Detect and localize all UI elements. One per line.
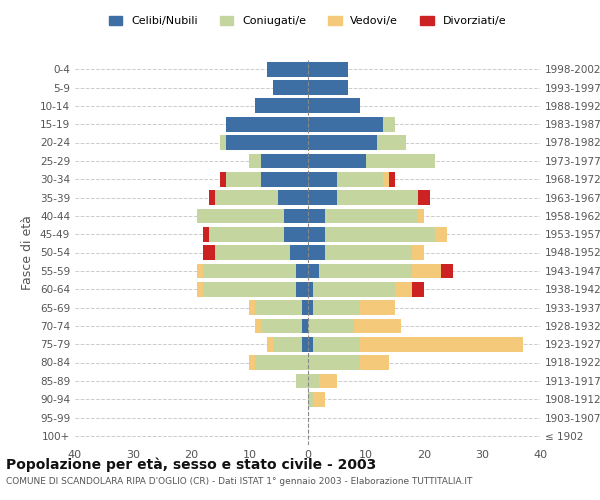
Bar — [215, 245, 290, 260]
Bar — [308, 264, 319, 278]
Bar — [325, 208, 418, 223]
Bar — [308, 62, 348, 76]
Bar — [337, 172, 383, 186]
Bar — [226, 117, 308, 132]
Bar — [284, 227, 308, 242]
Bar — [337, 190, 418, 205]
Bar — [255, 318, 261, 333]
Bar — [290, 245, 308, 260]
Bar — [308, 190, 337, 205]
Bar — [383, 172, 389, 186]
Bar — [395, 282, 412, 296]
Bar — [250, 300, 255, 315]
Bar — [197, 208, 284, 223]
Bar — [308, 318, 354, 333]
Bar — [360, 355, 389, 370]
Bar — [308, 80, 348, 95]
Bar — [308, 245, 325, 260]
Bar — [215, 190, 278, 205]
Bar — [284, 208, 308, 223]
Bar — [226, 135, 308, 150]
Bar — [203, 245, 215, 260]
Bar — [308, 172, 337, 186]
Bar — [272, 337, 302, 351]
Bar — [302, 337, 308, 351]
Bar — [272, 80, 308, 95]
Bar — [313, 392, 325, 406]
Bar — [441, 264, 453, 278]
Bar — [203, 282, 296, 296]
Bar — [308, 392, 313, 406]
Bar — [261, 172, 308, 186]
Bar — [308, 98, 360, 113]
Bar — [360, 337, 523, 351]
Bar — [313, 337, 360, 351]
Bar — [313, 300, 360, 315]
Bar — [267, 62, 308, 76]
Bar — [308, 355, 360, 370]
Y-axis label: Fasce di età: Fasce di età — [22, 215, 34, 290]
Bar — [389, 172, 395, 186]
Bar — [377, 135, 406, 150]
Bar — [418, 208, 424, 223]
Bar — [209, 190, 215, 205]
Text: COMUNE DI SCANDOLARA RIPA D'OGLIO (CR) - Dati ISTAT 1° gennaio 2003 - Elaborazio: COMUNE DI SCANDOLARA RIPA D'OGLIO (CR) -… — [6, 478, 472, 486]
Bar — [325, 245, 412, 260]
Bar — [308, 337, 313, 351]
Bar — [383, 117, 395, 132]
Bar — [296, 264, 308, 278]
Bar — [255, 98, 308, 113]
Bar — [418, 190, 430, 205]
Bar — [203, 227, 209, 242]
Bar — [308, 135, 377, 150]
Bar — [308, 154, 365, 168]
Bar — [261, 318, 302, 333]
Bar — [296, 282, 308, 296]
Bar — [209, 227, 284, 242]
Bar — [308, 300, 313, 315]
Bar — [319, 264, 412, 278]
Bar — [203, 264, 296, 278]
Bar — [278, 190, 308, 205]
Bar — [197, 264, 203, 278]
Bar — [313, 282, 395, 296]
Bar — [436, 227, 447, 242]
Bar — [197, 282, 203, 296]
Bar — [296, 374, 308, 388]
Bar — [308, 374, 319, 388]
Text: Popolazione per età, sesso e stato civile - 2003: Popolazione per età, sesso e stato civil… — [6, 458, 376, 472]
Bar — [325, 227, 436, 242]
Bar — [308, 208, 325, 223]
Bar — [250, 355, 255, 370]
Bar — [302, 318, 308, 333]
Bar — [255, 355, 308, 370]
Legend: Celibi/Nubili, Coniugati/e, Vedovi/e, Divorziati/e: Celibi/Nubili, Coniugati/e, Vedovi/e, Di… — [109, 16, 506, 26]
Bar — [412, 245, 424, 260]
Bar — [308, 117, 383, 132]
Bar — [220, 135, 226, 150]
Bar — [302, 300, 308, 315]
Bar — [308, 227, 325, 242]
Bar — [360, 300, 395, 315]
Bar — [261, 154, 308, 168]
Bar — [354, 318, 401, 333]
Bar — [412, 264, 441, 278]
Bar — [319, 374, 337, 388]
Bar — [412, 282, 424, 296]
Bar — [365, 154, 436, 168]
Bar — [250, 154, 261, 168]
Bar — [255, 300, 302, 315]
Bar — [226, 172, 261, 186]
Bar — [308, 282, 313, 296]
Bar — [220, 172, 226, 186]
Bar — [267, 337, 272, 351]
